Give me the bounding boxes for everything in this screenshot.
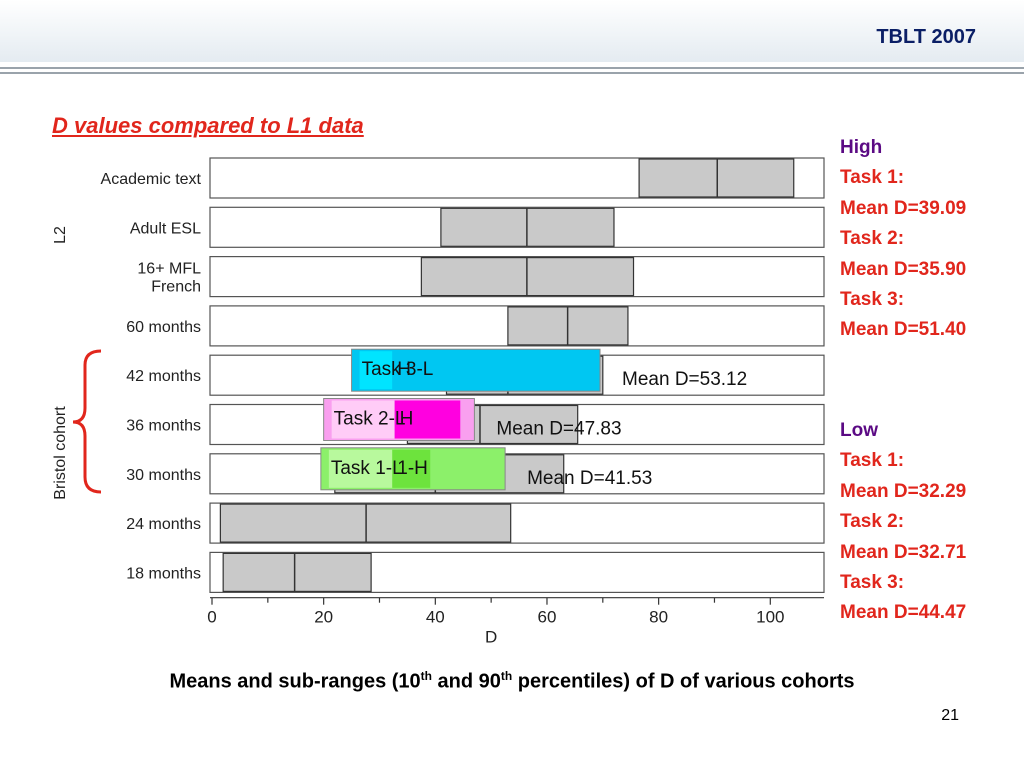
high-line: Mean D=35.90 — [840, 258, 967, 280]
low-line: Mean D=32.29 — [840, 480, 967, 502]
low-line: Task 2: — [840, 511, 905, 533]
x-tick-label: 20 — [314, 608, 333, 627]
high-line: Mean D=39.09 — [840, 197, 967, 219]
task-low-region — [331, 400, 395, 439]
header-title: TBLT 2007 — [876, 26, 976, 48]
high-panel: High Task 1: Mean D=39.09 Task 2: Mean D… — [840, 133, 966, 346]
category-label: 18 months — [126, 565, 201, 582]
x-axis-title: D — [485, 628, 497, 647]
x-tick-label: 0 — [207, 608, 216, 627]
mean-d-label: Mean D=41.53 — [527, 468, 652, 489]
task-high-label: H — [400, 409, 414, 430]
x-tick-label: 60 — [538, 608, 557, 627]
high-line: Task 2: — [840, 228, 905, 250]
task-high-region — [392, 351, 499, 390]
x-tick-label: 40 — [426, 608, 445, 627]
mean-d-label: Mean D=47.83 — [496, 419, 621, 440]
high-line: Task 1: — [840, 167, 905, 189]
low-panel: Low Task 1: Mean D=32.29 Task 2: Mean D=… — [840, 416, 966, 629]
caption-text: Means and sub-ranges (10 — [169, 670, 421, 693]
category-label: 36 months — [126, 418, 201, 435]
high-line: Mean D=51.40 — [840, 319, 967, 341]
low-heading: Low — [840, 420, 878, 441]
category-label: 24 months — [126, 516, 201, 533]
caption-superscript: th — [420, 669, 432, 683]
category-label: 30 months — [126, 467, 201, 484]
low-line: Mean D=32.71 — [840, 541, 967, 563]
category-label: Adult ESL — [130, 220, 201, 237]
box-range — [638, 158, 795, 198]
mean-d-label: Mean D=53.12 — [622, 369, 747, 390]
category-label: French — [151, 279, 201, 296]
box-range — [222, 552, 372, 593]
header-rule — [0, 72, 1024, 74]
category-label: 16+ MFL — [137, 261, 201, 278]
high-heading: High — [840, 137, 883, 158]
task-low-region — [328, 449, 393, 488]
figure-caption: Means and sub-ranges (10th and 90th perc… — [0, 669, 1024, 694]
high-line: Task 3: — [840, 289, 905, 311]
header-bar — [0, 0, 1024, 62]
group-label-bristol: Bristol cohort — [52, 406, 69, 500]
caption-text: percentiles) of D of various cohorts — [512, 670, 855, 693]
low-line: Task 1: — [840, 450, 905, 472]
category-label: 60 months — [126, 319, 201, 336]
task-low-label: Task 2-L — [334, 409, 406, 430]
task-low-label: Task 3-L — [362, 359, 434, 380]
slide-heading: D values compared to L1 data — [52, 113, 364, 138]
caption-superscript: th — [500, 669, 513, 683]
header-rule — [0, 67, 1024, 69]
category-label: Academic text — [101, 171, 202, 188]
low-line: Mean D=44.47 — [840, 602, 967, 624]
task-high-label: H — [397, 359, 411, 380]
low-line: Task 3: — [840, 572, 905, 594]
x-tick-label: 80 — [649, 608, 668, 627]
caption-text: and 90 — [431, 670, 501, 693]
task-high-label: 1-H — [397, 458, 428, 479]
task-low-label: Task 1-L — [331, 458, 403, 479]
task-high-region — [392, 449, 431, 488]
x-tick-label: 100 — [756, 608, 784, 627]
category-label: 42 months — [126, 368, 201, 385]
page-number: 21 — [941, 707, 959, 724]
bracket — [72, 349, 102, 494]
task-high-region — [394, 400, 461, 439]
task-low-region — [359, 351, 393, 390]
group-label-l2: L2 — [52, 226, 69, 244]
